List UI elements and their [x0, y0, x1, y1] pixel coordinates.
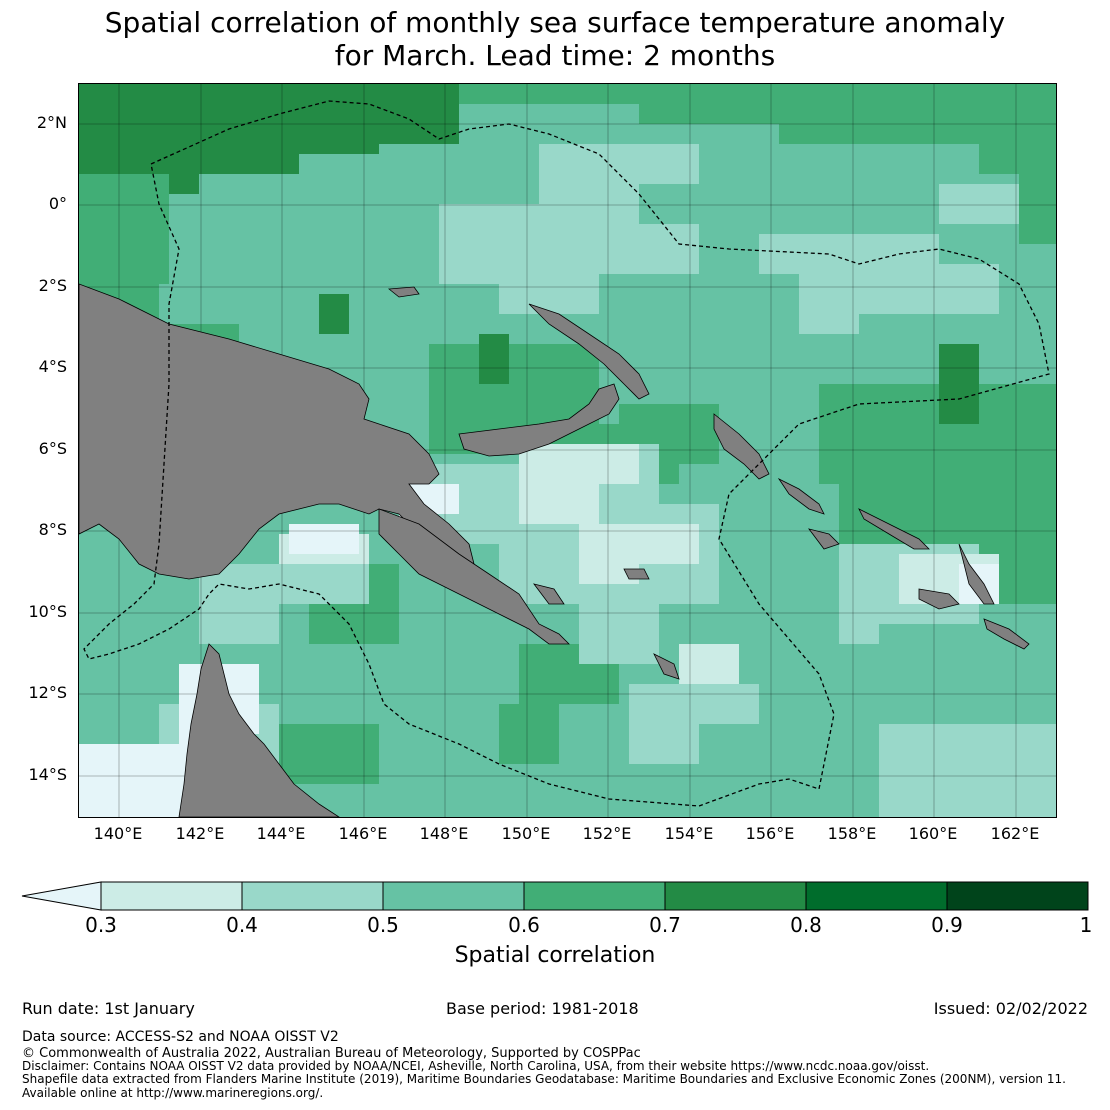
- colorbar-tick-0.8: 0.8: [790, 913, 822, 937]
- lon-label-156e: 156°E: [745, 824, 795, 843]
- colorbar-title: Spatial correlation: [454, 943, 656, 968]
- issued-date: Issued: 02/02/2022: [933, 999, 1088, 1018]
- lat-label-2n: 2°N: [36, 113, 67, 132]
- run-date: Run date: 1st January: [22, 999, 195, 1018]
- map-canvas: [79, 84, 1056, 817]
- colorbar-bin-0.8: [806, 882, 947, 910]
- colorbar-under-arrow: [21, 881, 102, 911]
- colorbar-bin-0.6: [524, 882, 665, 910]
- colorbar-tick-0.9: 0.9: [931, 913, 963, 937]
- lat-label-0: 0°: [48, 194, 67, 213]
- lon-label-148e: 148°E: [419, 824, 469, 843]
- lon-label-158e: 158°E: [827, 824, 877, 843]
- colorbar: [21, 881, 1089, 911]
- colorbar-bin-0.3: [101, 882, 242, 910]
- colorbar-tick-0.5: 0.5: [367, 913, 399, 937]
- map-panel[interactable]: [78, 83, 1057, 818]
- colorbar-bin-0.4: [242, 882, 383, 910]
- map-title: Spatial correlation of monthly sea surfa…: [0, 6, 1110, 72]
- lat-label-4s: 4°S: [38, 357, 67, 376]
- title-line-2: for March. Lead time: 2 months: [334, 39, 776, 72]
- lon-label-160e: 160°E: [908, 824, 958, 843]
- lon-label-142e: 142°E: [175, 824, 225, 843]
- shapefile-credit: Shapefile data extracted from Flanders M…: [22, 1072, 1066, 1086]
- eez-boundary: [83, 100, 1050, 807]
- title-line-1: Spatial correlation of monthly sea surfa…: [104, 6, 1006, 39]
- colorbar-tick-1: 1: [1079, 913, 1093, 937]
- lon-label-152e: 152°E: [582, 824, 632, 843]
- available-online: Available online at http://www.marinereg…: [22, 1086, 324, 1100]
- lat-label-8s: 8°S: [38, 520, 67, 539]
- lat-label-6s: 6°S: [38, 439, 67, 458]
- lat-label-14s: 14°S: [28, 765, 67, 784]
- land: [79, 283, 1030, 817]
- lon-label-162e: 162°E: [990, 824, 1040, 843]
- lon-label-154e: 154°E: [664, 824, 714, 843]
- colorbar-bin-0.9: [947, 882, 1088, 910]
- colorbar-bin-0.7: [665, 882, 806, 910]
- copyright: © Commonwealth of Australia 2022, Austra…: [22, 1046, 641, 1061]
- colorbar-tick-0.4: 0.4: [226, 913, 258, 937]
- disclaimer: Disclaimer: Contains NOAA OISST V2 data …: [22, 1059, 930, 1073]
- colorbar-tick-0.6: 0.6: [508, 913, 540, 937]
- lon-label-144e: 144°E: [256, 824, 306, 843]
- graticule: [79, 84, 1056, 817]
- colorbar-tick-0.3: 0.3: [85, 913, 117, 937]
- colorbar-tick-0.7: 0.7: [649, 913, 681, 937]
- colorbar-bin-0.5: [383, 882, 524, 910]
- lon-label-150e: 150°E: [501, 824, 551, 843]
- lat-label-12s: 12°S: [28, 683, 67, 702]
- data-source: Data source: ACCESS-S2 and NOAA OISST V2: [22, 1029, 339, 1045]
- base-period: Base period: 1981-2018: [446, 999, 639, 1018]
- lon-label-140e: 140°E: [93, 824, 143, 843]
- lat-label-10s: 10°S: [28, 602, 67, 621]
- lon-label-146e: 146°E: [338, 824, 388, 843]
- lat-label-2s: 2°S: [38, 276, 67, 295]
